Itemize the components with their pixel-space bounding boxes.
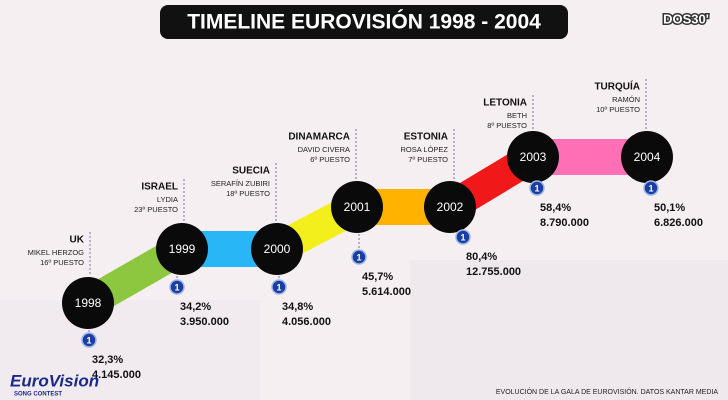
place: 23º PUESTO	[134, 205, 178, 214]
share: 34,2%	[180, 301, 211, 313]
artist: ROSA LÓPEZ	[400, 145, 448, 154]
year: 2003	[520, 150, 547, 164]
country: ESTONIA	[404, 132, 448, 143]
viewers: 12.755.000	[466, 266, 521, 278]
channel-badge	[169, 279, 185, 295]
artist: LYDIA	[157, 195, 178, 204]
year: 2002	[437, 200, 464, 214]
channel-badge	[81, 332, 97, 348]
year: 2000	[264, 242, 291, 256]
viewers: 6.826.000	[654, 217, 703, 229]
place: 8º PUESTO	[487, 121, 527, 130]
share: 58,4%	[540, 202, 571, 214]
brand-sub: SONG CONTEST	[14, 392, 62, 398]
place: 16º PUESTO	[40, 258, 84, 267]
brand: EuroVision	[10, 371, 99, 390]
year-circle	[331, 181, 383, 233]
channel: 1	[356, 252, 361, 262]
channel: 1	[460, 232, 465, 242]
share: 45,7%	[362, 271, 393, 283]
year: 2004	[634, 150, 661, 164]
year: 2001	[344, 200, 371, 214]
year-circle	[251, 223, 303, 275]
share: 50,1%	[654, 202, 685, 214]
year: 1999	[169, 242, 196, 256]
country: UK	[70, 235, 85, 246]
year-circle	[62, 277, 114, 329]
country: ISRAEL	[141, 182, 178, 193]
place: 7º PUESTO	[408, 155, 448, 164]
country: TURQUÍA	[594, 80, 640, 93]
viewers: 4.056.000	[282, 316, 331, 328]
artist: RAMÓN	[612, 95, 640, 104]
share: 34,8%	[282, 301, 313, 313]
channel: 1	[648, 183, 653, 193]
background-shape	[410, 260, 728, 400]
channel-badge	[271, 279, 287, 295]
channel: 1	[534, 183, 539, 193]
background-shape	[0, 300, 260, 400]
year-circle	[621, 131, 673, 183]
viewers: 4.145.000	[92, 369, 141, 381]
viewers: 3.950.000	[180, 316, 229, 328]
viewers: 8.790.000	[540, 217, 589, 229]
artist: BETH	[507, 111, 527, 120]
place: 10º PUESTO	[596, 105, 640, 114]
channel-badge	[529, 180, 545, 196]
country: LETONIA	[483, 98, 527, 109]
year-circle	[156, 223, 208, 275]
place: 6º PUESTO	[310, 155, 350, 164]
artist: MIKEL HERZOG	[28, 248, 85, 257]
channel: 1	[276, 282, 281, 292]
title-bar	[160, 5, 568, 39]
channel: 1	[86, 335, 91, 345]
place: 18º PUESTO	[226, 189, 270, 198]
logo: DOS30'	[663, 11, 709, 26]
title: TIMELINE EUROVISIÓN 1998 - 2004	[187, 10, 541, 34]
year-circle	[507, 131, 559, 183]
channel-badge	[351, 249, 367, 265]
year: 1998	[75, 296, 102, 310]
source: EVOLUCIÓN DE LA GALA DE EUROVISIÓN. DATO…	[496, 387, 718, 396]
viewers: 5.614.000	[362, 286, 411, 298]
artist: SERAFÍN ZUBIRI	[211, 179, 270, 188]
channel: 1	[174, 282, 179, 292]
artist: DAVID CIVERA	[298, 145, 350, 154]
share: 80,4%	[466, 251, 497, 263]
year-circle	[424, 181, 476, 233]
channel-badge	[455, 229, 471, 245]
channel-badge	[643, 180, 659, 196]
country: DINAMARCA	[288, 132, 350, 143]
country: SUECIA	[232, 166, 270, 177]
share: 32,3%	[92, 354, 123, 366]
